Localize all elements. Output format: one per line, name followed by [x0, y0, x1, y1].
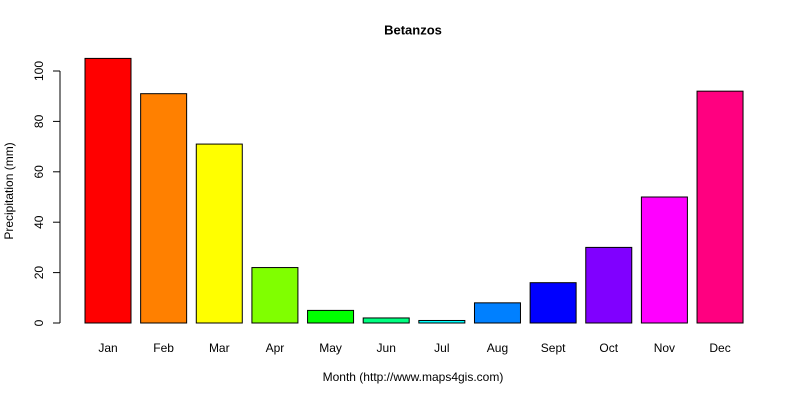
x-tick-label: Jan — [98, 341, 117, 355]
x-tick-label: Feb — [153, 341, 174, 355]
bar — [307, 309, 355, 324]
x-tick-label: Apr — [266, 341, 285, 355]
bar — [640, 196, 688, 324]
bar — [585, 246, 633, 324]
bar — [362, 317, 410, 324]
bar — [418, 319, 466, 324]
bar — [251, 267, 299, 324]
y-axis-label: Precipitation (mm) — [2, 142, 16, 239]
x-tick-label: Aug — [487, 341, 508, 355]
bar — [84, 57, 132, 324]
y-tick-label: 60 — [32, 165, 46, 179]
x-tick-label: Mar — [209, 341, 230, 355]
y-tick-label: 80 — [32, 114, 46, 128]
bar — [140, 93, 188, 324]
x-tick-label: Oct — [599, 341, 618, 355]
y-tick-label: 100 — [32, 61, 46, 81]
bar — [696, 90, 744, 324]
x-tick-label: May — [319, 341, 342, 355]
bar — [473, 302, 521, 324]
x-tick-label: Dec — [709, 341, 730, 355]
x-tick-label: Jun — [377, 341, 396, 355]
y-tick-label: 20 — [32, 266, 46, 280]
chart-title: Betanzos — [384, 22, 442, 37]
x-tick-label: Nov — [654, 341, 675, 355]
bar — [529, 282, 577, 324]
y-tick-label: 40 — [32, 215, 46, 229]
x-tick-label: Jul — [434, 341, 449, 355]
x-tick-label: Sept — [541, 341, 566, 355]
y-tick-label: 0 — [32, 319, 46, 326]
x-axis-label: Month (http://www.maps4gis.com) — [323, 370, 504, 384]
bar — [195, 143, 243, 324]
